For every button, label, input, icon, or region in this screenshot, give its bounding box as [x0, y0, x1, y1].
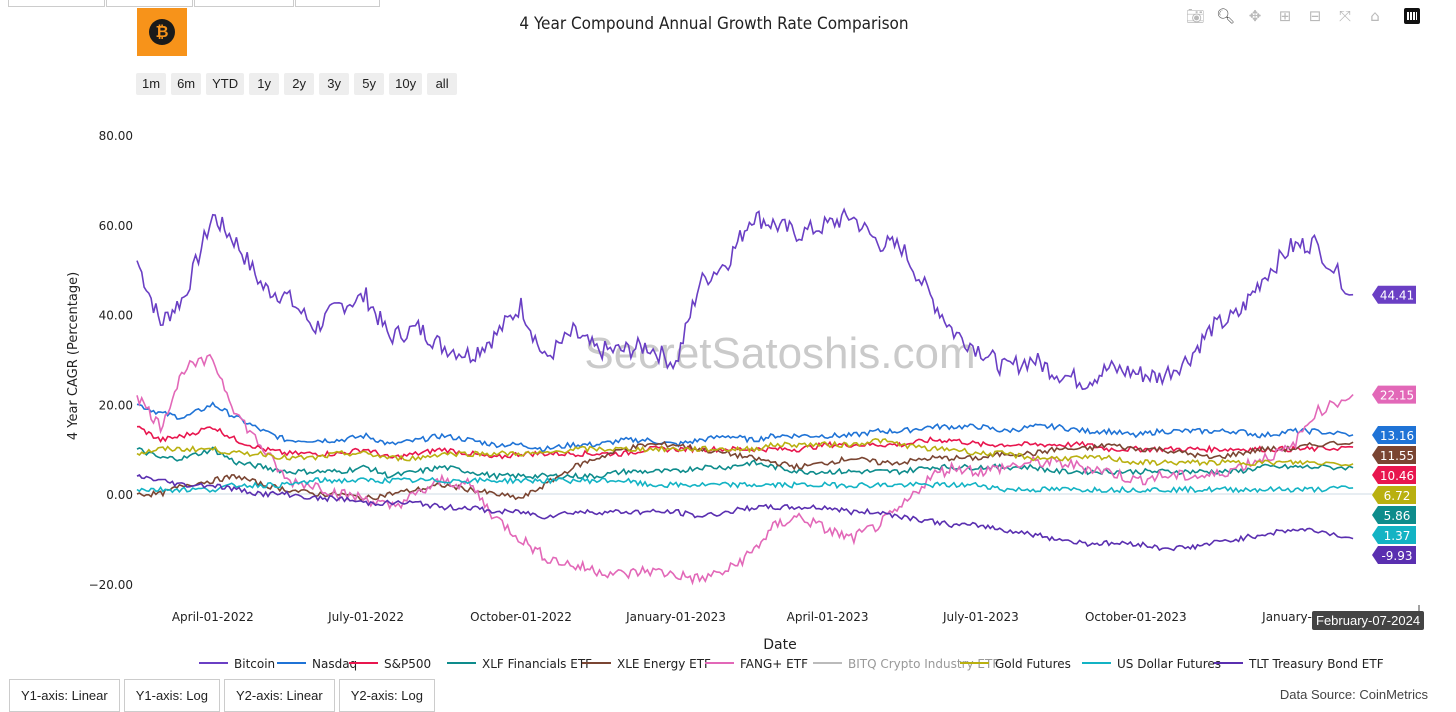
range-button-10y[interactable]: 10y [389, 73, 423, 95]
series-line-nasdaq[interactable] [136, 401, 1354, 453]
series-line-xlf-financials-etf[interactable] [136, 446, 1354, 481]
legend-item[interactable]: BITQ Crypto Industry ETF [813, 657, 999, 671]
top-tab[interactable] [194, 0, 294, 7]
autoscale-icon[interactable]: ⤧ [1338, 7, 1351, 25]
legend-item[interactable]: XLF Financials ETF [447, 657, 592, 671]
end-value-marker [1372, 385, 1416, 404]
end-value-label: 6.72 [1384, 489, 1411, 503]
chart-title: 4 Year Compound Annual Growth Rate Compa… [519, 14, 909, 34]
axis-scale-tabs: Y1-axis: Linear Y1-axis: Log Y2-axis: Li… [9, 679, 435, 712]
legend-label: FANG+ ETF [740, 657, 808, 671]
range-button-ytd[interactable]: YTD [206, 73, 245, 95]
zoom-out-icon[interactable]: ⊟ [1308, 7, 1322, 25]
y-tick-label: 40.00 [99, 309, 133, 323]
chart-plot[interactable]: SecretSatoshis.com 80.0060.0040.0020.000… [0, 0, 1456, 680]
series-line-fang-etf[interactable] [136, 353, 1354, 586]
legend-item[interactable]: Nasdaq [277, 657, 357, 671]
x-axis-title: Date [763, 637, 796, 653]
legend-item[interactable]: FANG+ ETF [705, 657, 808, 671]
y2-linear-button[interactable]: Y2-axis: Linear [223, 679, 335, 712]
end-value-marker [1372, 485, 1416, 504]
series-line-us-dollar-futures[interactable] [136, 476, 1354, 494]
end-value-marker [1372, 465, 1416, 484]
series-line-gold-futures[interactable] [136, 437, 1354, 467]
modebar: 📷︎ 🔍︎ ✥ ⊞ ⊟ ⤧ ⌂ [1186, 7, 1420, 25]
zoom-in-icon[interactable]: ⊞ [1278, 7, 1292, 25]
top-tab[interactable] [106, 0, 193, 7]
x-tick-label: October-01-2023 [1085, 610, 1187, 624]
camera-icon[interactable]: 📷︎ [1186, 7, 1206, 25]
legend-item[interactable]: Gold Futures [960, 657, 1071, 671]
end-value-marker [1372, 525, 1416, 544]
y1-linear-button[interactable]: Y1-axis: Linear [9, 679, 120, 712]
range-button-5y[interactable]: 5y [354, 73, 385, 95]
end-value-label: 22.15 [1380, 389, 1414, 403]
legend-label: XLE Energy ETF [617, 657, 711, 671]
range-button-3y[interactable]: 3y [319, 73, 350, 95]
end-value-label: 13.16 [1380, 429, 1414, 443]
end-value-label: -9.93 [1381, 549, 1412, 563]
x-tick-label: April-01-2022 [172, 610, 254, 624]
legend-label: XLF Financials ETF [482, 657, 592, 671]
x-tick-label: July-01-2022 [327, 610, 404, 624]
end-value-marker [1372, 425, 1416, 444]
range-selector: 1m 6m YTD 1y 2y 3y 5y 10y all [136, 73, 458, 95]
plotly-logo-icon[interactable] [1404, 8, 1420, 24]
series-line-bitcoin[interactable] [136, 207, 1354, 391]
x-tick-label: July-01-2023 [942, 610, 1019, 624]
data-source: Data Source: CoinMetrics [1279, 687, 1428, 702]
pan-icon[interactable]: ✥ [1248, 7, 1262, 25]
zoom-icon[interactable]: 🔍︎ [1216, 7, 1236, 25]
legend-label: Nasdaq [312, 657, 357, 671]
legend-item[interactable]: TLT Treasury Bond ETF [1214, 657, 1384, 671]
end-value-label: 11.55 [1380, 449, 1414, 463]
range-button-1y[interactable]: 1y [249, 73, 280, 95]
range-button-1m[interactable]: 1m [136, 73, 167, 95]
y-tick-label: 60.00 [99, 219, 133, 233]
range-button-6m[interactable]: 6m [171, 73, 202, 95]
x-tick-label: January-01-2023 [625, 610, 726, 624]
series-line-s-p500[interactable] [136, 425, 1354, 461]
legend-label: US Dollar Futures [1117, 657, 1221, 671]
end-value-marker [1372, 285, 1416, 304]
legend-item[interactable]: XLE Energy ETF [582, 657, 711, 671]
x-tick-label: January-0 [1261, 610, 1319, 624]
legend-label: S&P500 [384, 657, 431, 671]
top-tab[interactable] [8, 0, 105, 7]
y1-log-button[interactable]: Y1-axis: Log [123, 679, 220, 712]
range-button-all[interactable]: all [427, 73, 458, 95]
y-axis-title: 4 Year CAGR (Percentage) [66, 272, 81, 440]
legend-label: Gold Futures [995, 657, 1071, 671]
y2-log-button[interactable]: Y2-axis: Log [338, 679, 435, 712]
end-value-label: 10.46 [1380, 469, 1414, 483]
legend-item[interactable]: Bitcoin [199, 657, 275, 671]
y-tick-label: 20.00 [99, 398, 133, 412]
y-tick-label: −20.00 [89, 578, 133, 592]
y-tick-label: 0.00 [106, 488, 133, 502]
x-tick-label: April-01-2023 [787, 610, 869, 624]
end-value-label: 5.86 [1384, 509, 1411, 523]
legend-label: TLT Treasury Bond ETF [1248, 657, 1384, 671]
series-line-tlt-treasury-bond-etf[interactable] [136, 474, 1354, 552]
hover-date-label: February-07-2024 [1312, 611, 1425, 630]
bitcoin-logo: ₿ [137, 8, 187, 56]
range-button-2y[interactable]: 2y [284, 73, 315, 95]
bitcoin-icon: ₿ [149, 19, 175, 45]
end-value-marker [1372, 445, 1416, 464]
legend-item[interactable]: US Dollar Futures [1082, 657, 1221, 671]
top-tab[interactable] [295, 0, 380, 7]
legend-item[interactable]: S&P500 [349, 657, 431, 671]
end-value-marker [1372, 545, 1416, 564]
legend-label: BITQ Crypto Industry ETF [848, 657, 999, 671]
y-tick-label: 80.00 [99, 129, 133, 143]
legend-label: Bitcoin [234, 657, 275, 671]
home-icon[interactable]: ⌂ [1370, 7, 1380, 25]
end-value-label: 1.37 [1384, 529, 1411, 543]
end-value-label: 44.41 [1380, 289, 1414, 303]
x-tick-label: October-01-2022 [470, 610, 572, 624]
end-value-marker [1372, 505, 1416, 524]
